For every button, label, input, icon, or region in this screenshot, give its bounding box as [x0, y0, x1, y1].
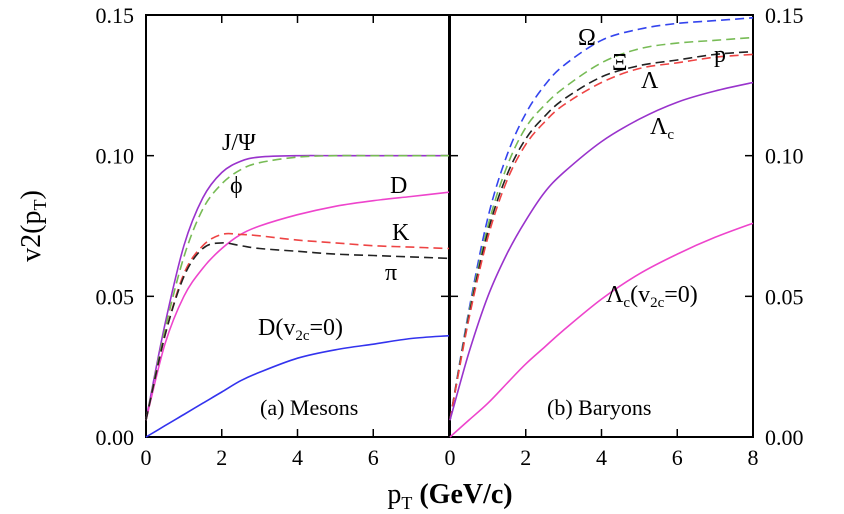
label-lambda-c-v2c0-sub: c	[623, 295, 630, 311]
label-lambda-c-v2c0-tail2: =0)	[664, 282, 698, 308]
label-lambda-c-main: Λ	[650, 114, 668, 140]
x-tick-label-a-2: 4	[292, 445, 303, 470]
x-tick-label-b-4: 8	[748, 445, 759, 470]
curve-a-5	[145, 334, 450, 438]
y-axis-title: v2(pT)	[16, 190, 50, 262]
label-k: K	[392, 220, 410, 246]
y-axis-title-sub: T	[30, 200, 50, 211]
label-lambda-c-v2c0-main: Λ	[606, 282, 624, 308]
y-tick-label-a-3: 0.15	[96, 3, 135, 28]
label-lambda: Λ	[641, 68, 659, 94]
label-lambda-c-v2c0-tail: (v	[630, 282, 650, 308]
curve-a-4	[145, 242, 450, 421]
curve-b-4	[449, 81, 754, 421]
y-tick-label-a-1: 0.05	[96, 284, 135, 309]
label-pi: π	[385, 260, 397, 286]
label-phi: ϕ	[230, 173, 243, 199]
x-tick-label-b-3: 6	[672, 445, 683, 470]
ticks-layer: 0 2 4 60.000.050.100.150 2 4 6 80.000.050.100.1…	[96, 3, 804, 470]
y-tick-label-b-0: 0.00	[765, 425, 804, 450]
label-d-v2c0-tail: =0)	[310, 315, 344, 341]
x-tick-label-b-0: 0	[445, 445, 456, 470]
curve-b-3	[449, 53, 754, 421]
y-tick-label-a-0: 0.00	[96, 425, 135, 450]
label-lambda-c: Λc	[650, 114, 674, 143]
curve-b-1	[449, 36, 754, 421]
panel-a-caption: (a) Mesons	[260, 395, 358, 420]
curve-a-1	[145, 154, 449, 421]
x-tick-label-a-3: 6	[368, 445, 379, 470]
x-tick-label-b-2: 4	[596, 445, 607, 470]
x-tick-label-b-1: 2	[520, 445, 531, 470]
curve-b-0	[449, 17, 754, 421]
label-lambda-c-v2c0-sub2: 2c	[650, 295, 665, 311]
label-d-v2c0-main: D(v	[258, 315, 295, 341]
x-tick-label-a-0: 0	[141, 445, 152, 470]
x-tick-label-a-1: 2	[216, 445, 227, 470]
y-tick-label-b-2: 0.10	[765, 144, 804, 169]
curves-layer	[145, 17, 754, 438]
panel-b-caption: (b) Baryons	[547, 395, 651, 420]
label-d: D	[390, 173, 407, 199]
y-tick-label-a-2: 0.10	[96, 144, 135, 169]
curve-b-2	[449, 50, 754, 421]
label-p: p	[714, 42, 726, 68]
curve-b-5	[449, 222, 754, 438]
label-d-v2c0: D(v2c=0)	[258, 315, 343, 344]
y-tick-label-b-3: 0.15	[765, 3, 804, 28]
y-axis-title-main: v2(p	[16, 211, 47, 262]
label-lambda-c-sub: c	[667, 127, 674, 143]
label-omega: Ω	[578, 25, 596, 51]
label-d-v2c0-sub: 2c	[295, 328, 310, 344]
y-axis-title-tail: )	[16, 190, 47, 199]
label-lambda-c-v2c0: Λc(v2c=0)	[606, 282, 698, 311]
y-tick-label-b-1: 0.05	[765, 284, 804, 309]
x-axis-title: pT (GeV/c)	[387, 479, 512, 513]
curve-a-2	[145, 191, 450, 421]
x-axis-title-tail: (GeV/c)	[412, 479, 512, 510]
svg-text:v2(pT): v2(pT)	[16, 190, 50, 262]
label-jpsi: J/Ψ	[222, 130, 256, 156]
label-xi: Ξ	[612, 50, 627, 76]
x-axis-title-sub: T	[401, 493, 412, 513]
x-axis-title-main: p	[387, 479, 401, 510]
